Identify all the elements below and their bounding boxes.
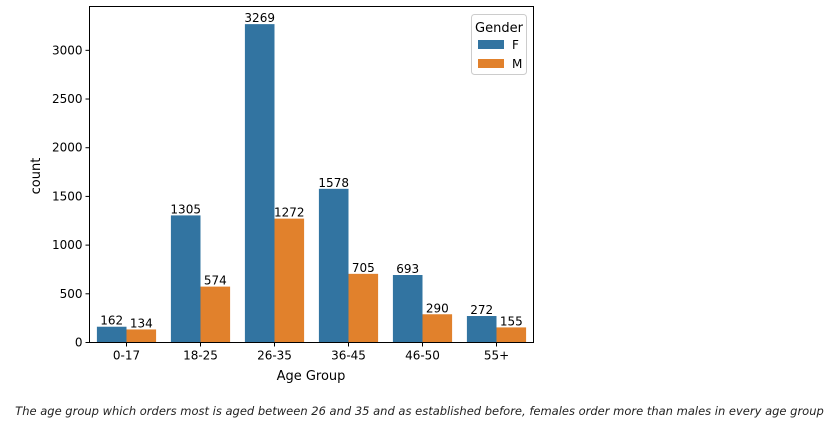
legend: Gender F M	[471, 14, 527, 75]
x-tick-label: 18-25	[183, 349, 218, 363]
x-axis: 0-17 18-25 26-35 36-45 46-50 55+	[113, 342, 509, 363]
bar-value-label: 162	[100, 314, 123, 328]
bar-m-26-35	[274, 218, 305, 343]
y-tick-label: 0	[75, 336, 83, 350]
bar-m-18-25	[200, 286, 231, 343]
bar-labels: 162 134 1305 574 3269 1272 1578 705 693 290 272 155	[100, 11, 523, 330]
legend-label-f: F	[512, 38, 519, 52]
bar-value-label: 693	[396, 262, 419, 276]
x-tick-label: 46-50	[405, 349, 440, 363]
bar-m-36-45	[348, 273, 379, 343]
bar-m-55+	[496, 327, 527, 343]
legend-swatch-f	[478, 40, 504, 49]
y-tick-label: 2000	[52, 141, 83, 155]
x-axis-label: Age Group	[277, 369, 346, 384]
legend-title: Gender	[475, 21, 524, 36]
y-tick-label: 3000	[52, 43, 83, 57]
y-tick-label: 500	[60, 287, 83, 301]
bar-f-18-25	[170, 215, 201, 343]
bar-value-label: 1578	[318, 176, 349, 190]
bar-f-55+	[466, 316, 497, 343]
x-tick-label: 55+	[484, 349, 509, 363]
y-tick-label: 2500	[52, 92, 83, 106]
bar-m-0-17	[126, 329, 157, 343]
bar-m-46-50	[422, 314, 453, 343]
bar-f-26-35	[244, 24, 275, 343]
bar-f-0-17	[96, 326, 127, 343]
x-tick-label: 26-35	[257, 349, 292, 363]
bar-value-label: 155	[500, 314, 523, 328]
bar-value-label: 3269	[244, 11, 275, 25]
bar-value-label: 1272	[274, 206, 305, 220]
bar-value-label: 1305	[170, 202, 201, 216]
bar-value-label: 134	[130, 316, 153, 330]
x-tick-label: 0-17	[113, 349, 140, 363]
figure-caption: The age group which orders most is aged …	[15, 404, 824, 418]
plot-frame	[89, 6, 534, 343]
x-tick-label: 36-45	[331, 349, 366, 363]
legend-label-m: M	[512, 57, 522, 71]
bars	[96, 24, 527, 343]
bar-chart: 162 134 1305 574 3269 1272 1578 705 693 290 272 155…	[29, 6, 534, 384]
bar-value-label: 705	[352, 261, 375, 275]
bar-value-label: 290	[426, 301, 449, 315]
bar-f-36-45	[318, 188, 349, 343]
y-tick-label: 1500	[52, 189, 83, 203]
y-tick-label: 1000	[52, 238, 83, 252]
bar-value-label: 574	[204, 274, 227, 288]
y-axis-label: count	[29, 158, 44, 195]
y-axis: 0 500 1000 1500 2000 2500 3000	[52, 43, 90, 350]
bar-f-46-50	[392, 275, 423, 343]
bar-value-label: 272	[470, 303, 493, 317]
legend-swatch-m	[478, 59, 504, 68]
